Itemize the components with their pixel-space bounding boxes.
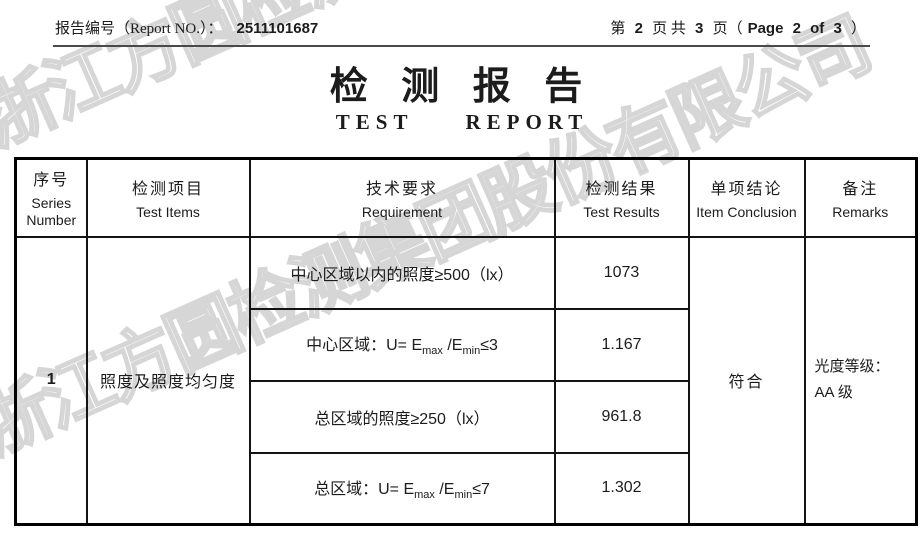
col-header-en: Test Results bbox=[583, 203, 660, 220]
requirement-cell: 中心区域以内的照度≥500（lx） bbox=[248, 235, 556, 310]
col-header-zh: 技术要求 bbox=[365, 180, 438, 198]
col-header-en: Remarks bbox=[832, 203, 889, 220]
result-cell: 961.8 bbox=[553, 379, 690, 454]
col-header-item-conclusion: 单项结论 Item Conclusion bbox=[687, 157, 806, 238]
table-header: 序号 Series Number 检测项目 Test Items 技术要求 Re… bbox=[14, 157, 918, 238]
col-header-zh: 单项结论 bbox=[710, 180, 783, 198]
remarks-line: AA 级 bbox=[814, 384, 853, 402]
page-content: 报告编号（Report NO.）： 2511101687 第 2 页 共 3 页（… bbox=[0, 0, 924, 526]
test-item-cell: 照度及照度均匀度 bbox=[85, 235, 251, 526]
result-cell: 1.302 bbox=[553, 451, 690, 526]
col-header-en: Item Conclusion bbox=[696, 203, 797, 220]
subscript: max bbox=[414, 489, 435, 502]
page-label: 页（ bbox=[712, 21, 743, 37]
col-header-en: Series Number bbox=[26, 195, 77, 229]
page-label: 页 共 bbox=[652, 21, 686, 37]
remarks-line: 光度等级： bbox=[814, 358, 890, 376]
report-number-label: 报告编号（Report NO.）： bbox=[55, 21, 223, 37]
page-label-en: Page bbox=[747, 20, 784, 37]
total-page-number: 3 bbox=[695, 20, 704, 37]
col-header-test-items: 检测项目 Test Items bbox=[85, 157, 251, 238]
report-number-block: 报告编号（Report NO.）： 2511101687 bbox=[55, 17, 318, 38]
col-header-zh: 备注 bbox=[842, 180, 879, 198]
col-header-requirement: 技术要求 Requirement bbox=[248, 157, 556, 238]
requirement-cell: 总区域的照度≥250（lx） bbox=[248, 379, 556, 454]
subscript: min bbox=[462, 345, 481, 358]
page-number-block: 第 2 页 共 3 页（ Page 2 of 3 ） bbox=[605, 17, 866, 38]
table-header-row: 序号 Series Number 检测项目 Test Items 技术要求 Re… bbox=[14, 157, 918, 238]
report-number-value: 2511101687 bbox=[236, 20, 319, 37]
col-header-series-number: 序号 Series Number bbox=[14, 157, 88, 238]
col-header-en: Test Items bbox=[136, 203, 200, 220]
col-header-en: Requirement bbox=[361, 203, 443, 220]
subscript: max bbox=[422, 345, 443, 358]
subscript: min bbox=[454, 489, 473, 502]
page-label-en: of bbox=[810, 20, 825, 37]
table-row: 总区域：U= Emax /Emin≤7 1.302 bbox=[16, 451, 917, 526]
current-page-number-en: 2 bbox=[792, 20, 801, 37]
requirement-cell: 总区域：U= Emax /Emin≤7 bbox=[248, 451, 556, 526]
series-number-cell: 1 bbox=[14, 235, 88, 526]
page-label: ） bbox=[850, 21, 866, 37]
result-cell: 1.167 bbox=[553, 307, 690, 382]
total-page-number-en: 3 bbox=[833, 20, 842, 37]
title-en-test: TEST bbox=[335, 110, 414, 134]
header-divider bbox=[53, 45, 870, 47]
result-cell: 1073 bbox=[553, 235, 690, 310]
table-row: 中心区域：U= Emax /Emin≤3 1.167 bbox=[16, 307, 917, 382]
col-header-zh: 序号 bbox=[33, 172, 70, 190]
title-en-report: REPORT bbox=[465, 110, 589, 134]
col-header-remarks: 备注 Remarks bbox=[803, 157, 918, 238]
table-body: 1 照度及照度均匀度 中心区域以内的照度≥500（lx） 1073 符合 光度等级： AA … bbox=[14, 235, 918, 526]
requirement-cell: 中心区域：U= Emax /Emin≤3 bbox=[248, 307, 556, 382]
document-header: 报告编号（Report NO.）： 2511101687 第 2 页 共 3 页（… bbox=[0, 0, 924, 38]
page-label: 第 bbox=[610, 21, 626, 37]
remarks-cell: 光度等级： AA 级 bbox=[803, 235, 918, 526]
table-row: 总区域的照度≥250（lx） 961.8 bbox=[16, 379, 917, 454]
col-header-zh: 检测项目 bbox=[131, 180, 204, 198]
col-header-zh: 检测结果 bbox=[585, 180, 658, 198]
current-page-number: 2 bbox=[634, 20, 643, 37]
test-results-table: 序号 Series Number 检测项目 Test Items 技术要求 Re… bbox=[14, 157, 918, 526]
col-header-test-results: 检测结果 Test Results bbox=[553, 157, 690, 238]
report-title-zh: 检 测 报 告 bbox=[329, 66, 595, 108]
table-row: 1 照度及照度均匀度 中心区域以内的照度≥500（lx） 1073 符合 光度等级： AA … bbox=[14, 235, 918, 526]
report-title-en: TEST REPORT bbox=[0, 110, 924, 134]
conclusion-cell: 符合 bbox=[687, 235, 806, 526]
